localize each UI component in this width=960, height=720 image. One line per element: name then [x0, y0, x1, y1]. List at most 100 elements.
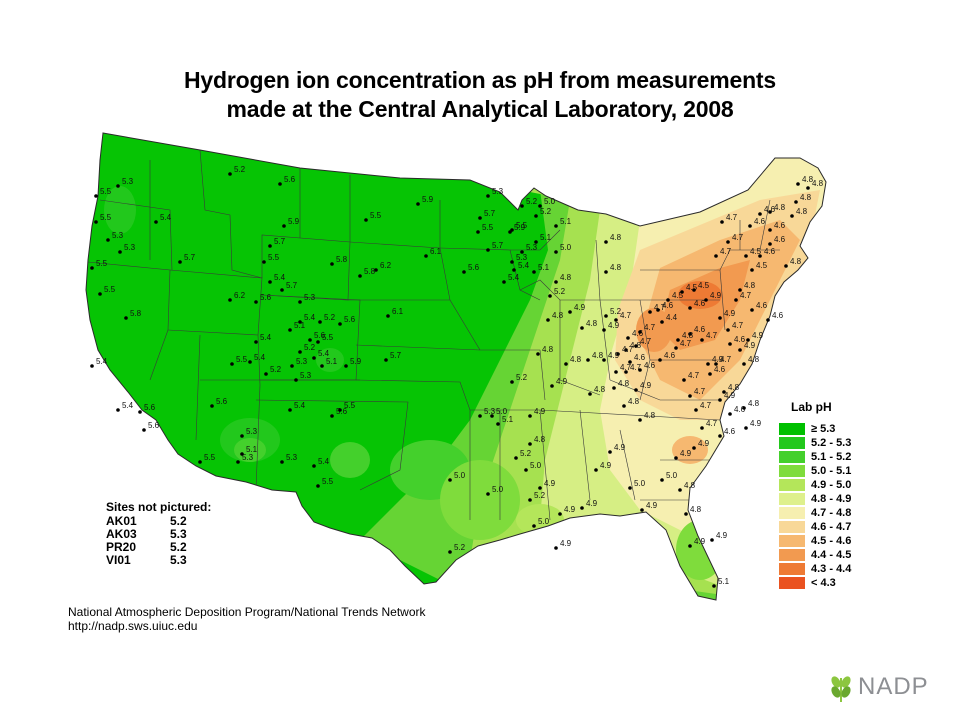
site-marker — [290, 364, 294, 368]
site-marker — [550, 384, 554, 388]
site-ph-label: 5.2 — [454, 543, 466, 552]
site-ph-label: 4.8 — [552, 311, 564, 320]
site-ph-label: 4.9 — [614, 443, 626, 452]
site-ph-label: 4.9 — [712, 355, 724, 364]
sites-not-pictured: Sites not pictured: AK01 5.2 AK03 5.3 PR… — [106, 500, 266, 567]
site-marker — [720, 220, 724, 224]
site-marker — [554, 546, 558, 550]
site-marker — [682, 378, 686, 382]
site-marker — [312, 356, 316, 360]
site-marker — [790, 214, 794, 218]
site-ph-label: 4.8 — [796, 207, 808, 216]
site-ph-label: 5.4 — [318, 349, 330, 358]
site-ph-label: 5.5 — [322, 333, 334, 342]
site-ph-label: 5.1 — [540, 233, 552, 242]
legend-label: 5.0 - 5.1 — [811, 465, 852, 477]
site-marker — [374, 268, 378, 272]
site-ph-label: 4.7 — [630, 363, 642, 372]
site-ph-label: 4.8 — [812, 179, 824, 188]
site-ph-label: 4.9 — [608, 321, 620, 330]
site-ph-label: 5.0 — [544, 197, 556, 206]
site-marker — [330, 262, 334, 266]
site-marker — [794, 200, 798, 204]
site-ph-label: 5.9 — [422, 195, 434, 204]
site-ph-label: 4.6 — [774, 221, 786, 230]
site-ph-label: 4.8 — [630, 341, 642, 350]
site-marker — [344, 364, 348, 368]
legend-swatch — [779, 479, 805, 491]
site-ph-label: 5.5 — [516, 221, 528, 230]
site-marker — [138, 410, 142, 414]
site-ph-label: 4.7 — [706, 331, 718, 340]
site-marker — [548, 294, 552, 298]
legend-label: 4.5 - 4.6 — [811, 535, 852, 547]
site-marker — [602, 358, 606, 362]
site-ph-label: 5.5 — [370, 211, 382, 220]
site-ph-label: 4.9 — [698, 439, 710, 448]
legend-title: Lab pH — [791, 400, 832, 414]
site-ph-label: 4.7 — [694, 387, 706, 396]
map-title: Hydrogen ion concentration as pH from me… — [0, 66, 960, 124]
site-marker — [318, 320, 322, 324]
site-ph-label: 4.8 — [774, 203, 786, 212]
site-ph-label: 4.8 — [542, 345, 554, 354]
site-ph-label: 5.7 — [274, 237, 286, 246]
site-ph-label: 4.6 — [754, 217, 766, 226]
site-ph-label: 5.2 — [610, 307, 622, 316]
site-ph-label: 4.9 — [640, 381, 652, 390]
site-marker — [98, 292, 102, 296]
site-marker — [692, 288, 696, 292]
site-marker — [688, 332, 692, 336]
legend-row: < 4.3 — [779, 576, 899, 590]
site-ph-label: 4.9 — [574, 303, 586, 312]
site-ph-label: 4.6 — [772, 311, 784, 320]
site-ph-label: 4.8 — [570, 355, 582, 364]
site-ph-label: 4.7 — [740, 291, 752, 300]
site-ph-label: 5.7 — [390, 351, 402, 360]
site-ph-label: 5.3 — [286, 453, 298, 462]
site-ph-label: 5.2 — [324, 313, 336, 322]
site-ph-label: 4.8 — [610, 263, 622, 272]
legend-row: 4.4 - 4.5 — [779, 548, 899, 562]
footer-organization: National Atmospheric Deposition Program/… — [68, 605, 426, 619]
site-ph-label: 4.6 — [724, 427, 736, 436]
site-ph-label: 4.8 — [628, 397, 640, 406]
site-ph-label: 5.2 — [234, 165, 246, 174]
site-marker — [240, 434, 244, 438]
site-ph-label: 4.8 — [690, 505, 702, 514]
site-ph-label: 5.4 — [304, 313, 316, 322]
legend-label: 4.8 - 4.9 — [811, 493, 852, 505]
site-ph-label: 5.0 — [454, 471, 466, 480]
site-ph-label: 4.7 — [654, 303, 666, 312]
site-id: AK01 — [106, 514, 137, 528]
site-ph-label: 4.9 — [680, 449, 692, 458]
site-ph-label: 4.8 — [610, 233, 622, 242]
site-ph-label: 4.6 — [774, 235, 786, 244]
site-marker — [228, 298, 232, 302]
site-ph-label: 5.1 — [538, 263, 550, 272]
site-marker — [674, 456, 678, 460]
site-marker — [718, 434, 722, 438]
site-marker — [712, 584, 716, 588]
legend-row: 4.7 - 4.8 — [779, 506, 899, 520]
site-ph-label: 4.6 — [632, 329, 644, 338]
site-ph-label: 6.1 — [392, 307, 404, 316]
site-marker — [496, 422, 500, 426]
site-marker — [338, 408, 342, 412]
site-marker — [604, 270, 608, 274]
site-marker — [536, 352, 540, 356]
site-ph-label: 5.0 — [530, 461, 542, 470]
site-ph-label: 5.5 — [236, 355, 248, 364]
site-ph-label: 4.9 — [560, 539, 572, 548]
site-ph-label: 4.9 — [556, 377, 568, 386]
site-marker — [294, 378, 298, 382]
site-ph-label: 5.2 — [534, 491, 546, 500]
site-marker — [248, 360, 252, 364]
legend-swatch — [779, 423, 805, 435]
site-row: AK03 5.3 — [106, 528, 266, 541]
site-marker — [638, 330, 642, 334]
site-marker — [94, 220, 98, 224]
site-ph-label: 5.4 — [508, 273, 520, 282]
site-ph-label: 5.0 — [538, 517, 550, 526]
